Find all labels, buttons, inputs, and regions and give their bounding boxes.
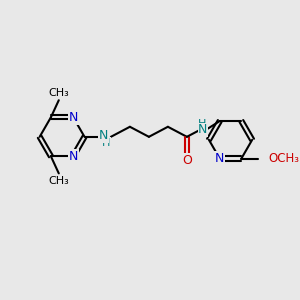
- Text: N: N: [215, 152, 224, 165]
- Text: N: N: [69, 111, 78, 124]
- Text: OCH₃: OCH₃: [269, 152, 300, 165]
- Text: N: N: [69, 150, 78, 163]
- Text: CH₃: CH₃: [48, 176, 69, 186]
- Text: H: H: [198, 119, 206, 129]
- Text: O: O: [182, 154, 192, 167]
- Text: N: N: [99, 129, 109, 142]
- Text: CH₃: CH₃: [48, 88, 69, 98]
- Text: N: N: [198, 123, 208, 136]
- Text: H: H: [102, 138, 111, 148]
